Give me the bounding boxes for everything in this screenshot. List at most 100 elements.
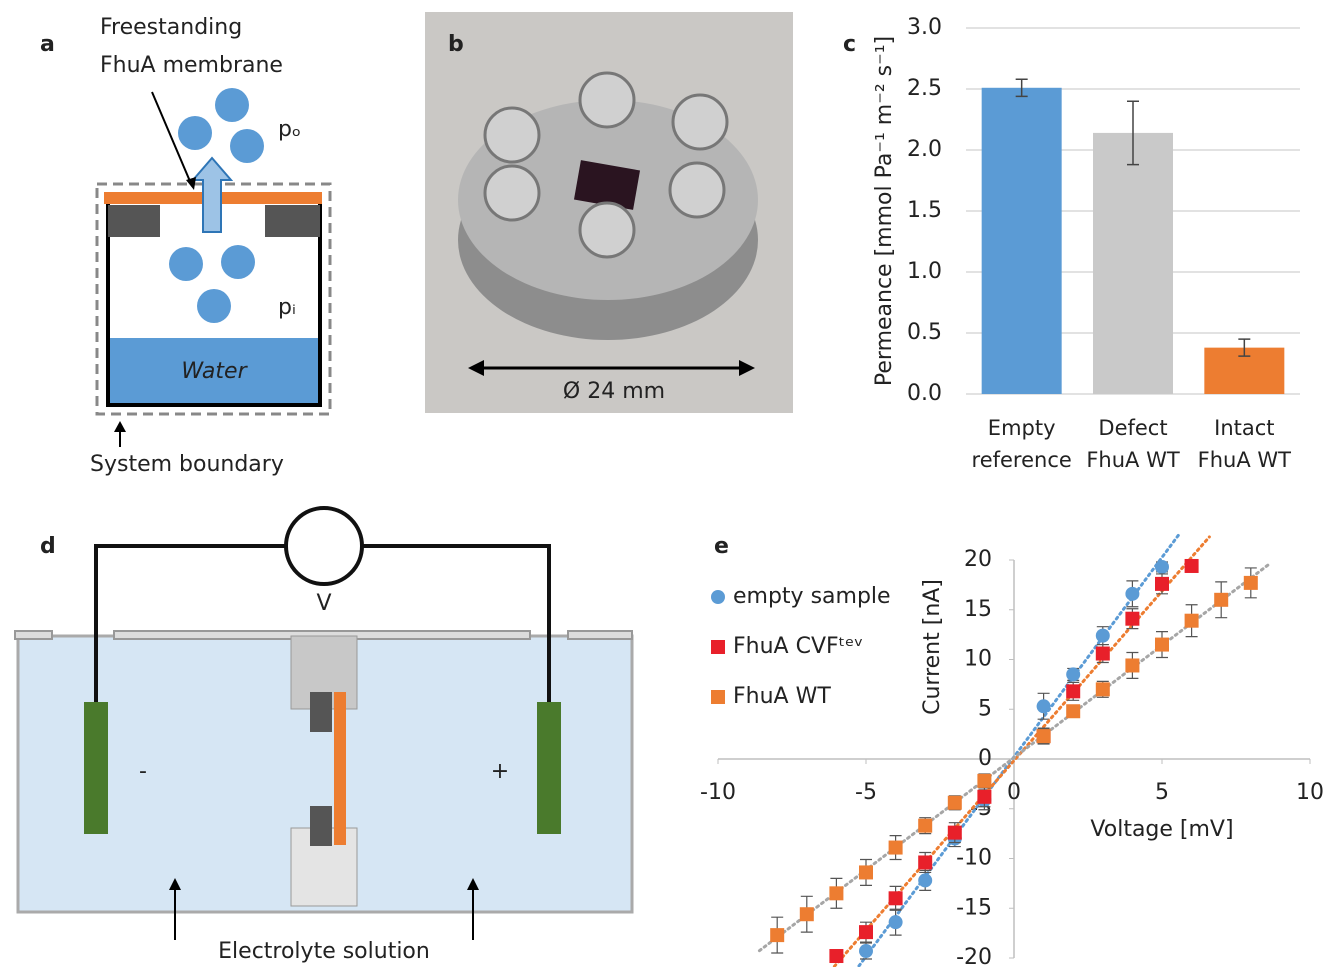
- flux-arrow: [190, 156, 234, 233]
- panel-label: d: [40, 534, 56, 559]
- membrane-label: Freestanding: [100, 15, 242, 40]
- panel-label: c: [843, 32, 856, 57]
- bar: [981, 87, 1062, 394]
- point: [859, 865, 873, 880]
- y-axis-label: Permeance [mmol Pa⁻¹ m⁻² s⁻¹]: [872, 36, 897, 386]
- x-axis-label: Voltage [mV]: [1090, 817, 1233, 842]
- point: [888, 915, 903, 930]
- pressure-label: pᵢ: [278, 295, 296, 320]
- support: [310, 806, 332, 846]
- point: [977, 773, 992, 788]
- panel-label: e: [714, 534, 729, 559]
- point: [947, 795, 962, 810]
- y-tick-label: 1.5: [907, 198, 942, 223]
- y-tick-label: -10: [956, 846, 992, 871]
- pointer-head: [186, 177, 196, 190]
- support: [108, 205, 160, 237]
- error-bar: [1127, 100, 1139, 166]
- bar: [1093, 132, 1173, 395]
- point: [799, 907, 814, 922]
- sample-chip: [573, 160, 641, 210]
- point: [859, 925, 873, 940]
- y-tick-label: 0: [978, 746, 992, 771]
- pointers: [174, 885, 474, 940]
- wire: [94, 544, 551, 702]
- point: [1036, 729, 1051, 744]
- legend-marker: [711, 640, 725, 654]
- error-bar: [1015, 78, 1028, 98]
- y-tick-label: 1.0: [907, 259, 942, 284]
- point: [1155, 559, 1169, 574]
- point: [1155, 576, 1169, 591]
- support: [265, 205, 320, 237]
- x-tick-label: -5: [855, 780, 877, 805]
- point: [977, 789, 992, 804]
- pressure-label: pₒ: [278, 117, 301, 142]
- x-tick-label: 5: [1155, 780, 1169, 805]
- pointer: [151, 91, 193, 187]
- panel-label: a: [40, 32, 55, 57]
- water-label: Water: [181, 359, 248, 384]
- y-tick-label: 2.5: [907, 76, 942, 101]
- point: [1184, 558, 1199, 573]
- point: [1066, 704, 1081, 719]
- screws: [483, 71, 729, 259]
- error-bar: [1238, 338, 1251, 357]
- point: [1066, 667, 1081, 682]
- voltmeter: [284, 506, 364, 586]
- legend-label: FhuA WT: [733, 684, 831, 709]
- y-tick-label: 0.0: [907, 381, 942, 406]
- y-tick-label: 0.5: [907, 320, 942, 345]
- x-tick-label: -10: [700, 780, 736, 805]
- legend-marker: [711, 590, 725, 604]
- polarity: +: [491, 759, 509, 784]
- point: [1036, 699, 1051, 714]
- support: [310, 692, 332, 732]
- membrane: [334, 692, 346, 845]
- y-tick-label: 10: [964, 647, 992, 672]
- point: [1095, 682, 1110, 697]
- point: [829, 886, 844, 901]
- y-axis-label: Current [nA]: [920, 579, 945, 715]
- y-tick-label: 2.0: [907, 137, 942, 162]
- point: [888, 840, 903, 855]
- legend-label: empty sample: [733, 584, 891, 609]
- point: [859, 944, 873, 959]
- point: [829, 949, 844, 964]
- molecules: [169, 88, 264, 323]
- lid: [567, 630, 633, 640]
- y-tick-label: 15: [964, 597, 992, 622]
- legend-marker: [711, 690, 725, 704]
- point: [1125, 586, 1140, 601]
- point: [1184, 613, 1199, 628]
- electrode: [537, 702, 561, 834]
- point: [1095, 628, 1110, 643]
- boundary-label: System boundary: [90, 452, 284, 477]
- point: [1066, 684, 1081, 699]
- panel-label: b: [448, 32, 464, 57]
- point: [888, 891, 903, 906]
- x-tick-label: Intact FhuA WT: [1197, 416, 1291, 472]
- x-tick-label: Empty reference: [971, 416, 1072, 472]
- y-tick-label: 20: [964, 547, 992, 572]
- x-tick-label: 10: [1296, 780, 1324, 805]
- electrolyte-label: Electrolyte solution: [218, 939, 430, 964]
- y-tick-label: 5: [978, 696, 992, 721]
- point: [918, 818, 933, 833]
- x-tick-label: Defect FhuA WT: [1086, 416, 1180, 472]
- y-tick-label: 3.0: [907, 15, 942, 40]
- lid: [14, 630, 53, 640]
- point: [1095, 646, 1110, 661]
- x-tick-label: 0: [1007, 780, 1021, 805]
- polarity: -: [139, 759, 147, 784]
- pointer-head: [114, 421, 126, 432]
- legend-label: FhuA CVFᵗᵉᵛ: [733, 634, 864, 659]
- electrode: [84, 702, 108, 834]
- membrane-label: FhuA membrane: [100, 53, 283, 78]
- point: [918, 855, 933, 870]
- point: [1155, 637, 1169, 652]
- trendline: [831, 535, 1211, 967]
- point: [1243, 575, 1258, 590]
